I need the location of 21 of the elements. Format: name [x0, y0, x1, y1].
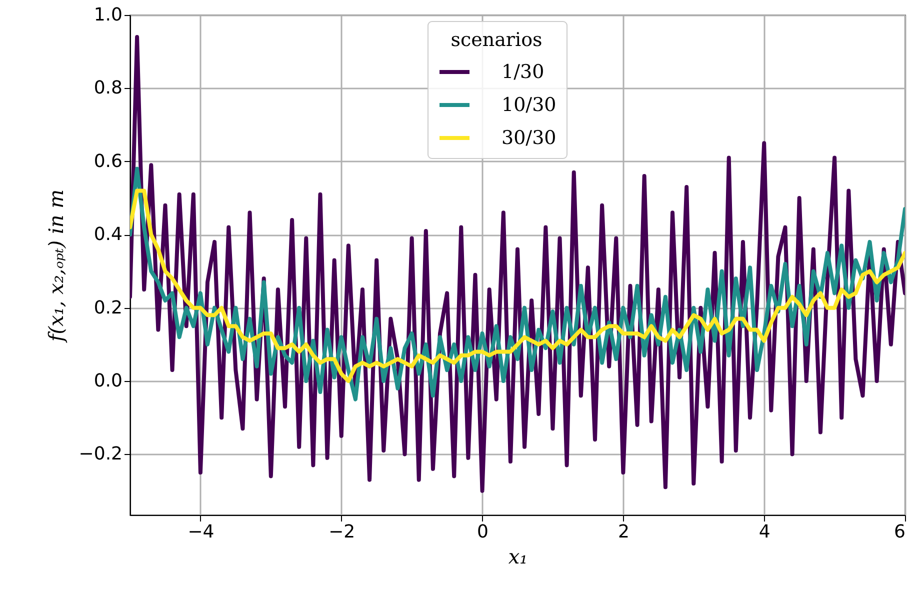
y-axis-title: f(x₁, x₂,ₒₚₜ) in m: [44, 189, 68, 344]
x-tick-label: −4: [188, 522, 214, 542]
line-series: [130, 166, 905, 402]
y-tick-label: −0.2: [78, 444, 122, 465]
x-tick-label: −2: [328, 522, 356, 542]
y-tick-label: 0.2: [94, 297, 122, 318]
line-series: [130, 188, 905, 384]
x-axis-title: x₁: [508, 544, 528, 568]
x-tick-label: 0: [477, 522, 488, 542]
y-tick-label: 0.6: [94, 150, 122, 172]
x-tick-label: 2: [618, 522, 630, 542]
legend-label: 30/30: [502, 127, 556, 149]
legend-label: 10/30: [502, 94, 556, 116]
legend-label: 1/30: [502, 61, 544, 83]
legend-title: scenarios: [450, 29, 542, 51]
y-tick-label: 0.4: [94, 224, 122, 246]
x-tick-label: 4: [758, 522, 770, 542]
x-tick-label: 6: [894, 522, 906, 542]
y-tick-label: 1.0: [94, 4, 122, 26]
y-tick-label: 0.0: [94, 370, 122, 392]
y-tick-label: 0.8: [94, 78, 122, 99]
